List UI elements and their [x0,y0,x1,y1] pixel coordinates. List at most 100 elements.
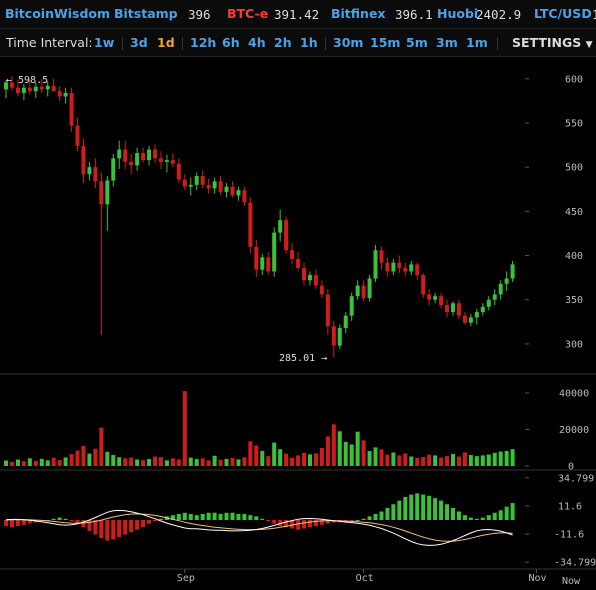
x-axis: Sep Oct Nov Now [177,569,581,587]
interval-6h[interactable]: 6h [222,35,240,50]
volume-bar [415,457,420,466]
volume-bar [373,447,378,466]
candle-body [188,184,193,187]
macd-histogram-bar [462,515,467,520]
trading-chart[interactable]: 600 550 500 450 400 350 300 ← 598.5 285.01 → 400… [0,56,596,590]
candle-body [361,285,366,298]
interval-2h[interactable]: 2h [274,35,292,50]
candle-body [200,176,205,185]
interval-1m[interactable]: 1m [466,35,488,50]
macd-histogram-bar [492,512,497,520]
exchange-btce[interactable]: BTC-e [227,6,269,21]
candle-body [266,257,271,272]
volume-bar [510,449,515,466]
macd-histogram-bar [474,518,479,520]
volume-bar [349,444,354,466]
volume-bar [230,457,235,466]
macd-histogram-bar [224,512,229,520]
candle-body [164,160,169,162]
volume-bar [313,453,318,466]
macd-histogram-bar [200,513,205,520]
interval-5m[interactable]: 5m [406,35,428,50]
volume-bar [164,460,169,466]
interval-1d[interactable]: 1d [157,35,175,50]
interval-1w[interactable]: 1w [94,35,115,50]
interval-separator [325,37,326,50]
macd-histogram-bar [230,512,235,520]
candle-body [349,296,354,316]
macd-histogram-bar [397,500,402,520]
candle-body [176,163,181,180]
candle-body [75,125,80,146]
volume-bar [242,457,247,466]
volume-bar [427,454,432,466]
macd-histogram-bar [409,494,414,520]
candle-body [45,85,50,90]
exchange-huobi[interactable]: Huobi [437,6,479,21]
volume-bar [379,449,384,466]
macd-histogram-bar [427,495,432,520]
macd-histogram-bar [141,520,146,528]
volume-bar [266,456,271,466]
volume-bar [254,445,259,466]
macd-histogram-bar [51,518,56,520]
exchange-ltcusd[interactable]: LTC/USD [534,6,592,21]
macd-histogram-bar [147,520,152,524]
candle-body [379,250,384,263]
volume-bar [212,455,217,466]
interval-30m[interactable]: 30m [333,35,364,50]
exchange-bitstamp[interactable]: Bitstamp [114,6,178,21]
interval-4h[interactable]: 4h [248,35,266,50]
candle-body [462,315,467,323]
exchange-bitfinex[interactable]: Bitfinex [331,6,386,21]
candle-body [147,149,152,161]
macd-histogram-bar [325,520,330,524]
interval-3d[interactable]: 3d [130,35,148,50]
volume-bar [331,424,336,466]
volume-bar [105,451,110,466]
macd-histogram-bar [212,512,217,520]
candle-body [248,202,253,247]
brand-logo[interactable]: BitcoinWisdom [5,6,111,21]
candle-body [21,87,26,93]
interval-3m[interactable]: 3m [436,35,458,50]
candle-body [272,232,277,272]
candle-body [421,274,426,295]
volume-bar [409,456,414,466]
candle-body [81,145,86,175]
exchange-ltcusd-price: 1 [592,7,596,22]
candle-body [129,161,134,166]
exchange-btce-price: 391.42 [274,7,320,22]
settings-dropdown[interactable]: SETTINGS ▼ [512,35,593,50]
candle-body [230,186,235,196]
candle-body [451,303,455,313]
volume-bar [81,445,86,466]
interval-1h[interactable]: 1h [300,35,318,50]
volume-bar [290,457,295,466]
candle-body [367,278,372,298]
candle-body [427,294,432,300]
volume-bar [111,455,116,466]
y-tick-label: 450 [565,207,583,218]
volume-bar [176,459,181,466]
candle-body [93,167,98,182]
volume-bar [153,456,157,466]
candle-body [15,87,20,93]
volume-bar [200,458,205,466]
x-tick-label: Sep [177,573,195,584]
y-tick-label: 20000 [559,425,589,436]
candle-body [218,181,223,192]
candle-body [260,257,265,270]
interval-12h[interactable]: 12h [190,35,217,50]
macd-histogram-bar [510,503,515,520]
macd-histogram-bar [468,517,473,520]
interval-separator [497,37,498,50]
candle-body [307,274,312,281]
candle-body [212,181,217,189]
y-tick-label: 600 [565,74,583,85]
interval-15m[interactable]: 15m [370,35,401,50]
candle-body [194,176,199,185]
candle-body [468,317,473,323]
volume-bar [87,453,92,466]
candle-body [337,328,342,346]
